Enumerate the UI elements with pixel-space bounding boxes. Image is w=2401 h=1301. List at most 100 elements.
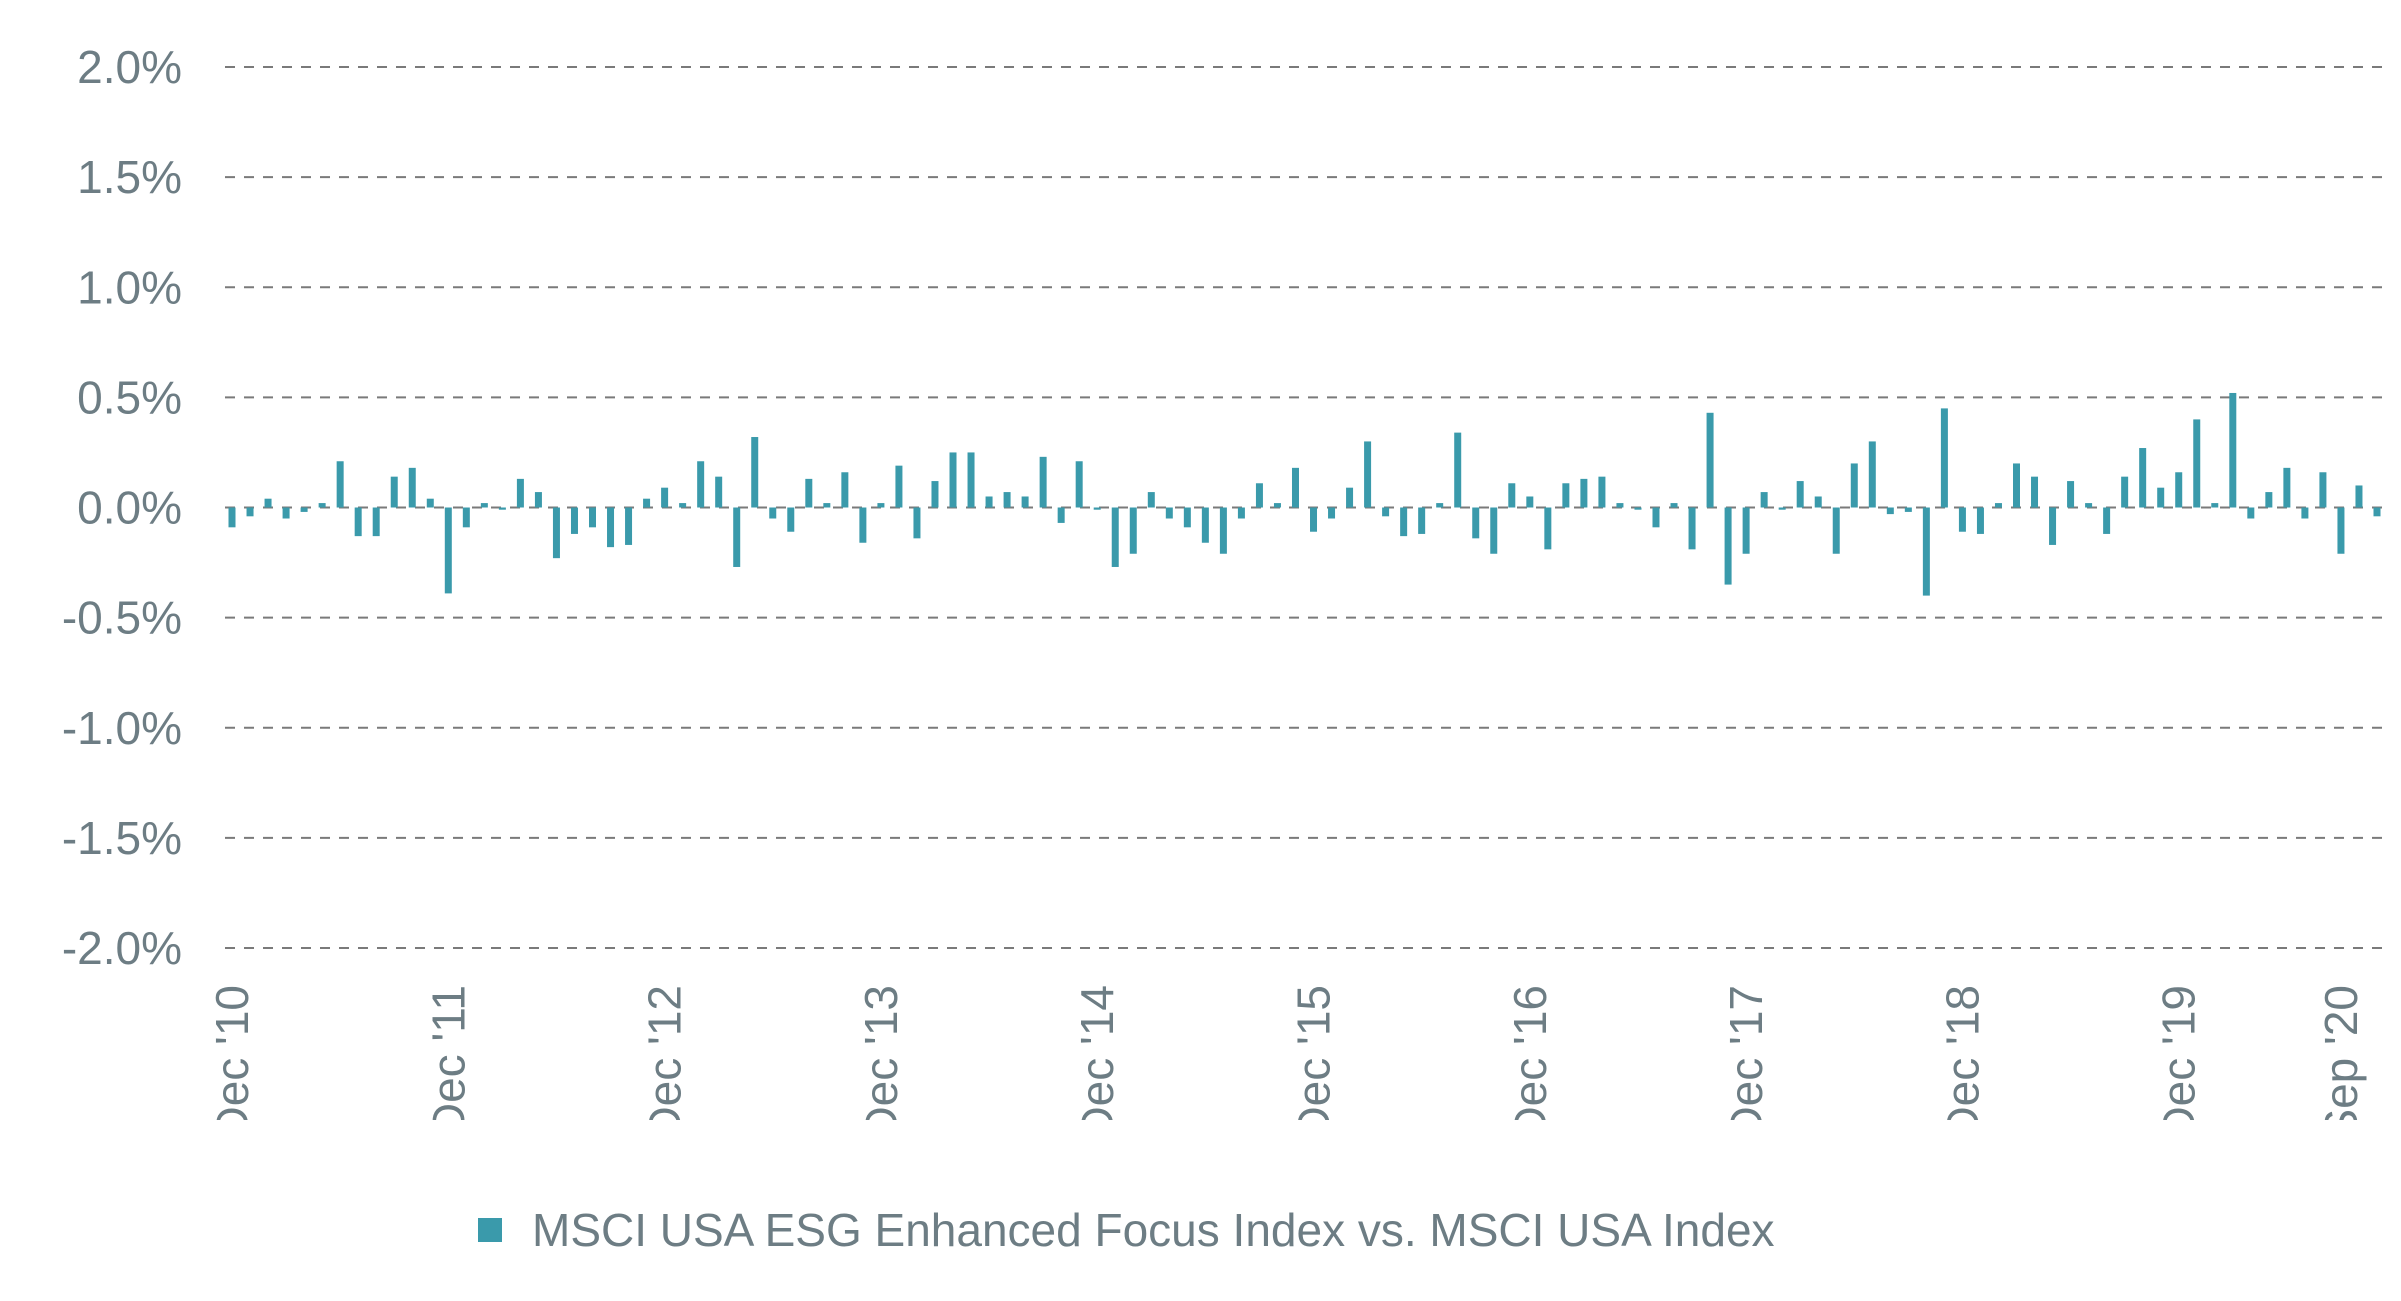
bar	[967, 452, 975, 508]
bar	[1652, 507, 1660, 528]
bar	[877, 503, 885, 508]
x-tick-label: Dec '12	[639, 985, 691, 1120]
bar	[426, 498, 434, 508]
bar	[787, 507, 795, 532]
bar	[1976, 507, 1984, 534]
bar	[2175, 472, 2183, 508]
bar	[2283, 467, 2291, 508]
bar	[2211, 503, 2219, 508]
bar	[859, 507, 867, 543]
bar	[1057, 507, 1065, 523]
bar	[661, 487, 669, 508]
bar	[282, 507, 290, 519]
bar	[625, 507, 633, 545]
bar	[751, 437, 759, 508]
bar	[931, 481, 939, 508]
bar	[444, 507, 452, 594]
bar	[1850, 463, 1858, 508]
bar	[2337, 507, 2345, 554]
bar	[2247, 507, 2255, 519]
x-tick-label: Dec '15	[1288, 985, 1340, 1120]
bar-chart-plot: 2.0% 1.5% 1.0% 0.5% 0.0% -0.5% -1.0% -1.5% -2.0%…	[62, 41, 2383, 1120]
x-tick-label: Sep '20	[2315, 985, 2367, 1120]
bar	[1886, 507, 1894, 515]
bar	[2193, 419, 2201, 508]
bar	[1832, 507, 1840, 554]
bar	[2319, 472, 2327, 508]
bar	[1346, 487, 1354, 508]
bar	[372, 507, 380, 537]
bar	[2085, 503, 2093, 508]
bar	[354, 507, 362, 537]
bar	[2157, 487, 2165, 508]
bar	[2373, 507, 2381, 517]
bar	[534, 492, 542, 508]
bar	[1093, 507, 1101, 510]
bar	[390, 476, 398, 508]
bar	[318, 503, 326, 508]
gridlines	[225, 66, 2383, 949]
bar	[643, 498, 651, 508]
y-tick-label: 1.5%	[77, 151, 182, 203]
bar	[228, 507, 236, 528]
bar	[1868, 441, 1876, 508]
x-axis-tick-labels: Dec '10 Dec '11 Dec '12 Dec '13 Dec '14 Dec '…	[206, 985, 2367, 1120]
bar	[480, 503, 488, 508]
bar	[336, 461, 344, 508]
bar	[498, 507, 506, 510]
bar	[589, 507, 596, 528]
bar	[2301, 507, 2309, 519]
bar	[552, 507, 560, 559]
y-tick-label: 1.0%	[77, 261, 182, 313]
bar	[1598, 476, 1606, 508]
y-tick-label: 2.0%	[77, 41, 182, 93]
legend-label: MSCI USA ESG Enhanced Focus Index vs. MS…	[532, 1204, 1775, 1256]
bar	[1508, 483, 1516, 508]
bar	[1472, 507, 1480, 539]
bar	[2355, 485, 2363, 508]
bar	[516, 478, 524, 508]
bar	[2067, 481, 2075, 508]
bar	[1273, 503, 1281, 508]
x-tick-label: Dec '16	[1504, 985, 1556, 1120]
bar	[913, 507, 921, 539]
bar	[1544, 507, 1552, 550]
bar	[1039, 456, 1047, 508]
bar	[1490, 507, 1498, 554]
bar	[1111, 507, 1119, 567]
bar	[1796, 481, 1804, 508]
bar	[300, 507, 308, 512]
bar	[1454, 432, 1462, 508]
bar	[1310, 507, 1318, 532]
bar	[1958, 507, 1966, 532]
bar	[1778, 507, 1786, 510]
x-tick-label: Dec '18	[1936, 985, 1988, 1120]
bar	[1742, 507, 1750, 554]
bar	[2031, 476, 2039, 508]
bar	[1724, 507, 1732, 585]
bar	[715, 476, 723, 508]
bar	[2265, 492, 2273, 508]
bar	[1201, 507, 1209, 543]
legend-swatch	[478, 1218, 502, 1242]
bar	[570, 507, 578, 534]
bar	[805, 478, 813, 508]
bar	[949, 452, 957, 508]
bar	[1003, 492, 1011, 508]
y-tick-label: -1.5%	[62, 812, 182, 864]
bar	[1183, 507, 1191, 528]
bar	[1994, 503, 2002, 508]
bar-series	[228, 392, 2381, 596]
bar	[2103, 507, 2111, 534]
bar	[697, 461, 705, 508]
bar	[1634, 507, 1642, 510]
bar	[408, 467, 416, 508]
bar	[1364, 441, 1372, 508]
bar	[1760, 492, 1768, 508]
bar	[1706, 412, 1714, 508]
x-tick-label: Dec '10	[206, 985, 258, 1120]
bar	[1255, 483, 1263, 508]
bar	[1147, 492, 1155, 508]
bar	[1075, 461, 1083, 508]
